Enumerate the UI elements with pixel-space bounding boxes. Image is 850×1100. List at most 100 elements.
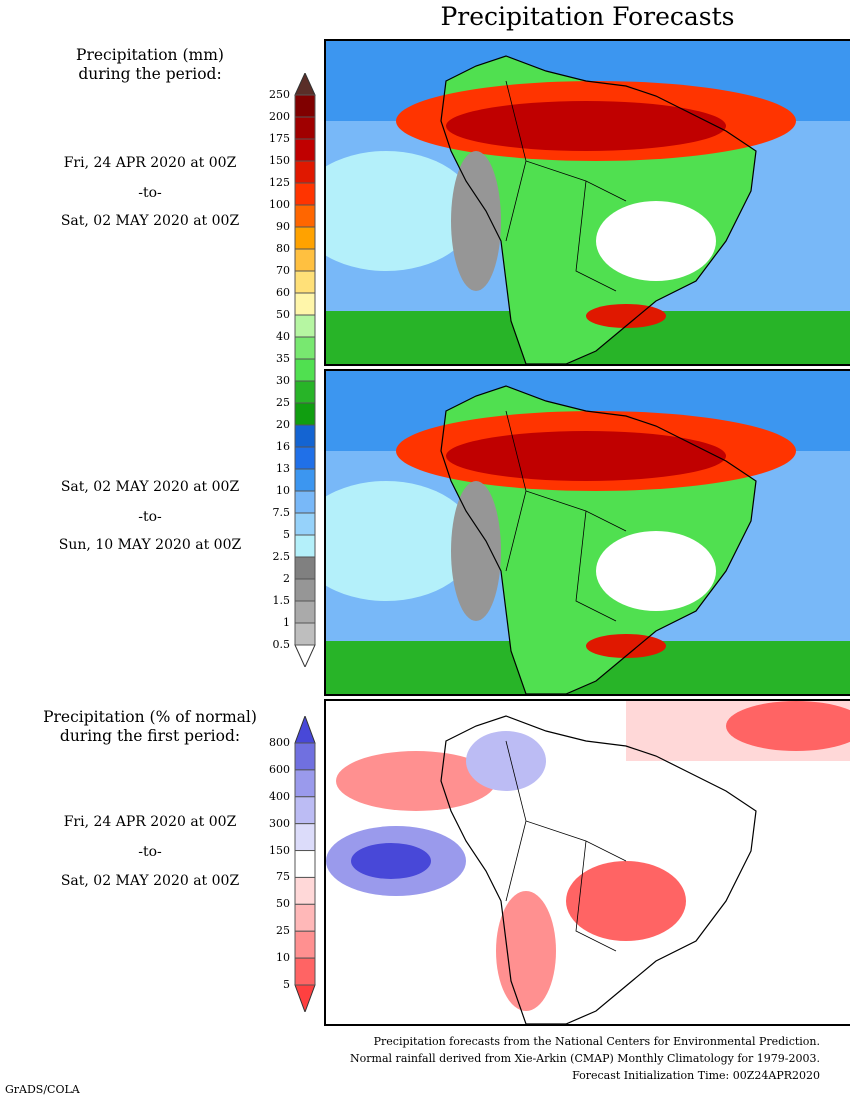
deficit-zone <box>566 861 686 941</box>
colorbar-label: 2 <box>283 572 290 585</box>
pct-legend-heading: Precipitation (% of normal) during the f… <box>0 708 300 746</box>
country-borders <box>505 740 627 952</box>
surplus-zone <box>466 731 546 791</box>
colorbar-label: 60 <box>276 286 290 299</box>
colorbar-swatch <box>294 270 316 294</box>
colorbar-label: 50 <box>276 897 290 911</box>
footer-line-1: Precipitation forecasts from the Nationa… <box>373 1035 820 1048</box>
colorbar-label: 5 <box>283 528 290 541</box>
colorbar-label: 30 <box>276 374 290 387</box>
colorbar-label: 150 <box>269 843 290 857</box>
colorbar-label: 16 <box>276 440 290 453</box>
colorbar-swatch <box>294 116 316 140</box>
heading-line: Precipitation (% of normal) <box>43 708 257 726</box>
precip-legend-heading: Precipitation (mm) during the period: <box>0 46 300 84</box>
heavy-rain-core <box>446 431 726 481</box>
period1-sep: -to- <box>138 185 162 201</box>
grads-credit: GrADS/COLA <box>5 1083 80 1096</box>
colorbar-swatch <box>294 336 316 360</box>
colorbar-top-arrow <box>294 716 316 744</box>
colorbar-swatch <box>294 534 316 558</box>
country-borders <box>505 80 627 292</box>
high-deficit <box>726 701 850 751</box>
surplus-core <box>351 843 431 879</box>
colorbar-bottom-arrow <box>294 984 316 1012</box>
colorbar-label: 100 <box>269 198 290 211</box>
colorbar-swatch <box>294 930 316 959</box>
heading-line: Precipitation (mm) <box>76 46 224 64</box>
country-borders <box>505 410 627 622</box>
colorbar-label: 5 <box>283 978 290 991</box>
map-panel-period2 <box>324 369 850 696</box>
colorbar-label: 175 <box>269 132 290 145</box>
colorbar-label: 600 <box>269 762 290 776</box>
colorbar-swatch <box>294 94 316 118</box>
colorbar-label: 10 <box>276 484 290 497</box>
rain-spot <box>586 304 666 328</box>
colorbar-swatch <box>294 957 316 986</box>
percent-colorbar: 800 600 400 300 150 75 50 25 10 5 <box>269 716 316 1012</box>
colorbar-swatch <box>294 204 316 228</box>
colorbar-label: 25 <box>276 924 290 938</box>
andes-dry-zone <box>451 151 501 291</box>
colorbar-label: 13 <box>276 462 290 475</box>
map-panel-percent <box>324 699 850 1026</box>
colorbar-swatch <box>294 556 316 580</box>
deficit-zone <box>336 751 496 811</box>
period3-end: Sat, 02 MAY 2020 at 00Z <box>60 873 240 889</box>
colorbar-label: 7.5 <box>272 506 291 519</box>
colorbar-swatch <box>294 358 316 382</box>
colorbar-swatch <box>294 903 316 932</box>
colorbar-label: 90 <box>276 220 290 233</box>
colorbar-label: 40 <box>276 330 290 343</box>
colorbar-swatch <box>294 314 316 338</box>
colorbar-swatch <box>294 138 316 162</box>
colorbar-label: 400 <box>269 789 290 803</box>
rain-spot <box>586 634 666 658</box>
colorbar-swatch <box>294 446 316 470</box>
colorbar-swatch <box>294 850 316 878</box>
colorbar-swatch <box>294 380 316 404</box>
coastline <box>440 715 757 1024</box>
andes-dry-zone <box>451 481 501 621</box>
colorbar-label: 10 <box>276 951 290 965</box>
colorbar-label: 300 <box>269 816 290 830</box>
colorbar-swatch <box>294 402 316 426</box>
map-panel-period1 <box>324 39 850 366</box>
heading-line: during the period: <box>78 65 222 83</box>
period2-start: Sat, 02 MAY 2020 at 00Z <box>60 479 240 495</box>
colorbar-swatch <box>294 796 316 825</box>
colorbar-swatch <box>294 226 316 250</box>
colorbar-label: 25 <box>276 396 290 409</box>
colorbar-top-arrow <box>294 73 316 96</box>
colorbar-swatch <box>294 769 316 798</box>
heavy-rain-core <box>446 101 726 151</box>
period3-sep: -to- <box>138 844 162 860</box>
period2-end: Sun, 10 MAY 2020 at 00Z <box>58 537 242 553</box>
colorbar-swatch <box>294 622 316 646</box>
colorbar-label: 50 <box>276 308 290 321</box>
precip-colorbar: 250 200 175 150 125 100 90 80 70 60 50 40 35 30 25 20 16… <box>269 73 316 667</box>
colorbar-swatch <box>294 182 316 206</box>
colorbar-label: 2.5 <box>272 550 291 563</box>
colorbar-label: 80 <box>276 242 290 255</box>
colorbar-label: 150 <box>269 154 290 167</box>
colorbar-swatch <box>294 160 316 184</box>
colorbar-label: 75 <box>276 870 290 884</box>
colorbar-swatch <box>294 512 316 536</box>
colorbar-label: 800 <box>269 736 290 749</box>
colorbar-label: 0.5 <box>272 638 291 651</box>
period1-start: Fri, 24 APR 2020 at 00Z <box>63 155 237 171</box>
period3-start: Fri, 24 APR 2020 at 00Z <box>63 814 237 830</box>
colorbar-label: 250 <box>269 88 290 101</box>
colorbar-swatch <box>294 468 316 492</box>
dry-ocean-zone <box>326 151 476 271</box>
coastline <box>440 385 757 694</box>
colorbar-swatch <box>294 823 316 852</box>
dry-land-zone <box>596 201 716 281</box>
footer-line-2: Normal rainfall derived from Xie-Arkin (… <box>350 1052 820 1065</box>
colorbar-swatch <box>294 424 316 448</box>
colorbar-label: 200 <box>269 110 290 123</box>
colorbar-label: 70 <box>276 264 290 277</box>
